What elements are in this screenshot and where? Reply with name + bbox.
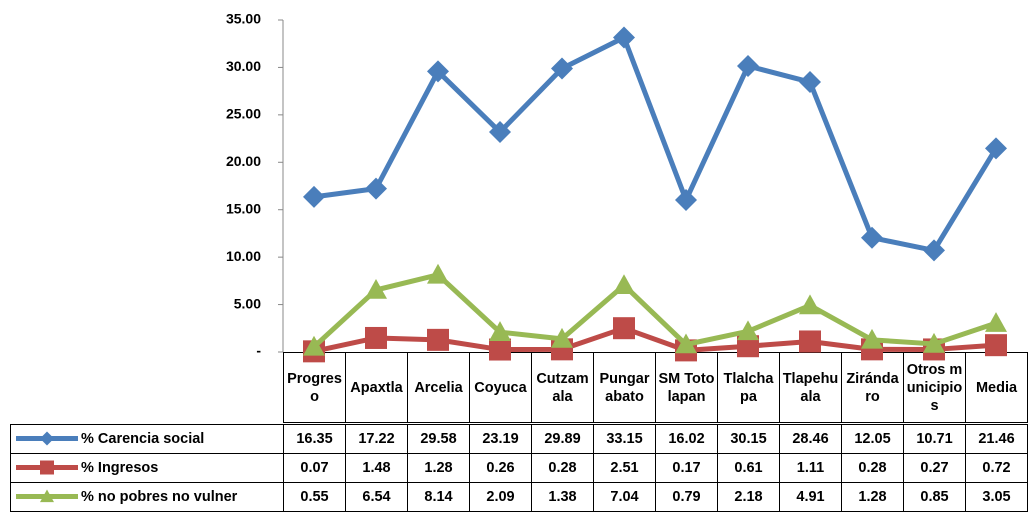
table-value: 17.22 [345, 424, 408, 454]
series-line [312, 272, 997, 349]
y-tick-label: 5.00 [234, 295, 261, 311]
table-value: 7.04 [593, 482, 656, 512]
table-value: 0.26 [469, 453, 532, 483]
marker [427, 328, 449, 351]
table-value: 21.46 [965, 424, 1028, 454]
table-value: 0.28 [841, 453, 904, 483]
marker [551, 327, 573, 348]
marker [923, 239, 945, 262]
table-value: 0.17 [655, 453, 718, 483]
legend-entry: % Ingresos [10, 453, 284, 483]
category-label: Tlalchapa [717, 352, 780, 423]
series-line [313, 325, 997, 354]
table-value: 1.38 [531, 482, 594, 512]
category-label: Cutzamala [531, 352, 594, 423]
category-label: Otros municipios [903, 352, 966, 423]
marker [613, 317, 635, 340]
legend-entry: % Carencia social [10, 424, 284, 454]
table-value: 2.51 [593, 453, 656, 483]
table-value: 0.55 [283, 482, 346, 512]
marker [365, 326, 387, 349]
table-value: 0.28 [531, 453, 594, 483]
table-value: 12.05 [841, 424, 904, 454]
table-value: 10.71 [903, 424, 966, 454]
marker [489, 121, 511, 144]
marker [799, 330, 821, 353]
table-value: 0.61 [717, 453, 780, 483]
table-value: 30.15 [717, 424, 780, 454]
y-tick-label: 15.00 [226, 200, 261, 216]
marker [923, 332, 945, 353]
legend-entry: % no pobres no vulner [10, 482, 284, 512]
category-label: Arcelia [407, 352, 470, 423]
table-value: 0.27 [903, 453, 966, 483]
marker [737, 320, 759, 341]
table-value: 1.11 [779, 453, 842, 483]
y-tick-label: 30.00 [226, 58, 261, 74]
marker [985, 137, 1007, 160]
table-value: 23.19 [469, 424, 532, 454]
table-value: 6.54 [345, 482, 408, 512]
category-label: Tlapehuala [779, 352, 842, 423]
table-value: 3.05 [965, 482, 1028, 512]
marker [427, 60, 449, 83]
category-label: Apaxtla [345, 352, 408, 423]
table-value: 0.72 [965, 453, 1028, 483]
marker [799, 294, 821, 315]
table-value: 4.91 [779, 482, 842, 512]
y-tick-label: 35.00 [226, 11, 261, 27]
table-value: 0.85 [903, 482, 966, 512]
marker [427, 263, 449, 284]
table-value: 2.18 [717, 482, 780, 512]
marker [303, 185, 325, 208]
marker [489, 321, 511, 341]
marker [861, 226, 883, 249]
table-value: 16.02 [655, 424, 718, 454]
marker [365, 177, 387, 200]
series-line [313, 35, 999, 253]
table-value: 29.89 [531, 424, 594, 454]
table-value: 28.46 [779, 424, 842, 454]
table-value: 29.58 [407, 424, 470, 454]
marker [613, 26, 635, 49]
marker [985, 312, 1007, 332]
y-tick-label: 25.00 [226, 106, 261, 122]
category-label: Progreso [283, 352, 346, 423]
marker [861, 328, 883, 349]
table-value: 0.79 [655, 482, 718, 512]
category-label: Media [965, 352, 1028, 423]
table-value: 0.07 [283, 453, 346, 483]
marker [551, 57, 573, 80]
marker [737, 55, 759, 78]
category-label: Coyuca [469, 352, 532, 423]
marker [613, 274, 635, 295]
table-value: 1.48 [345, 453, 408, 483]
table-value: 2.09 [469, 482, 532, 512]
table-value: 1.28 [407, 453, 470, 483]
table-value: 8.14 [407, 482, 470, 512]
marker [365, 278, 387, 299]
category-label: Zirándaro [841, 352, 904, 423]
table-value: 16.35 [283, 424, 346, 454]
y-tick-label: 10.00 [226, 248, 261, 264]
category-label: Pungarabato [593, 352, 656, 423]
table-value: 33.15 [593, 424, 656, 454]
marker [675, 333, 697, 354]
table-value: 1.28 [841, 482, 904, 512]
y-tick-label: - [256, 343, 261, 359]
marker [799, 71, 821, 94]
category-label: SM Totolapan [655, 352, 718, 423]
marker [675, 189, 697, 212]
y-tick-label: 20.00 [226, 153, 261, 169]
